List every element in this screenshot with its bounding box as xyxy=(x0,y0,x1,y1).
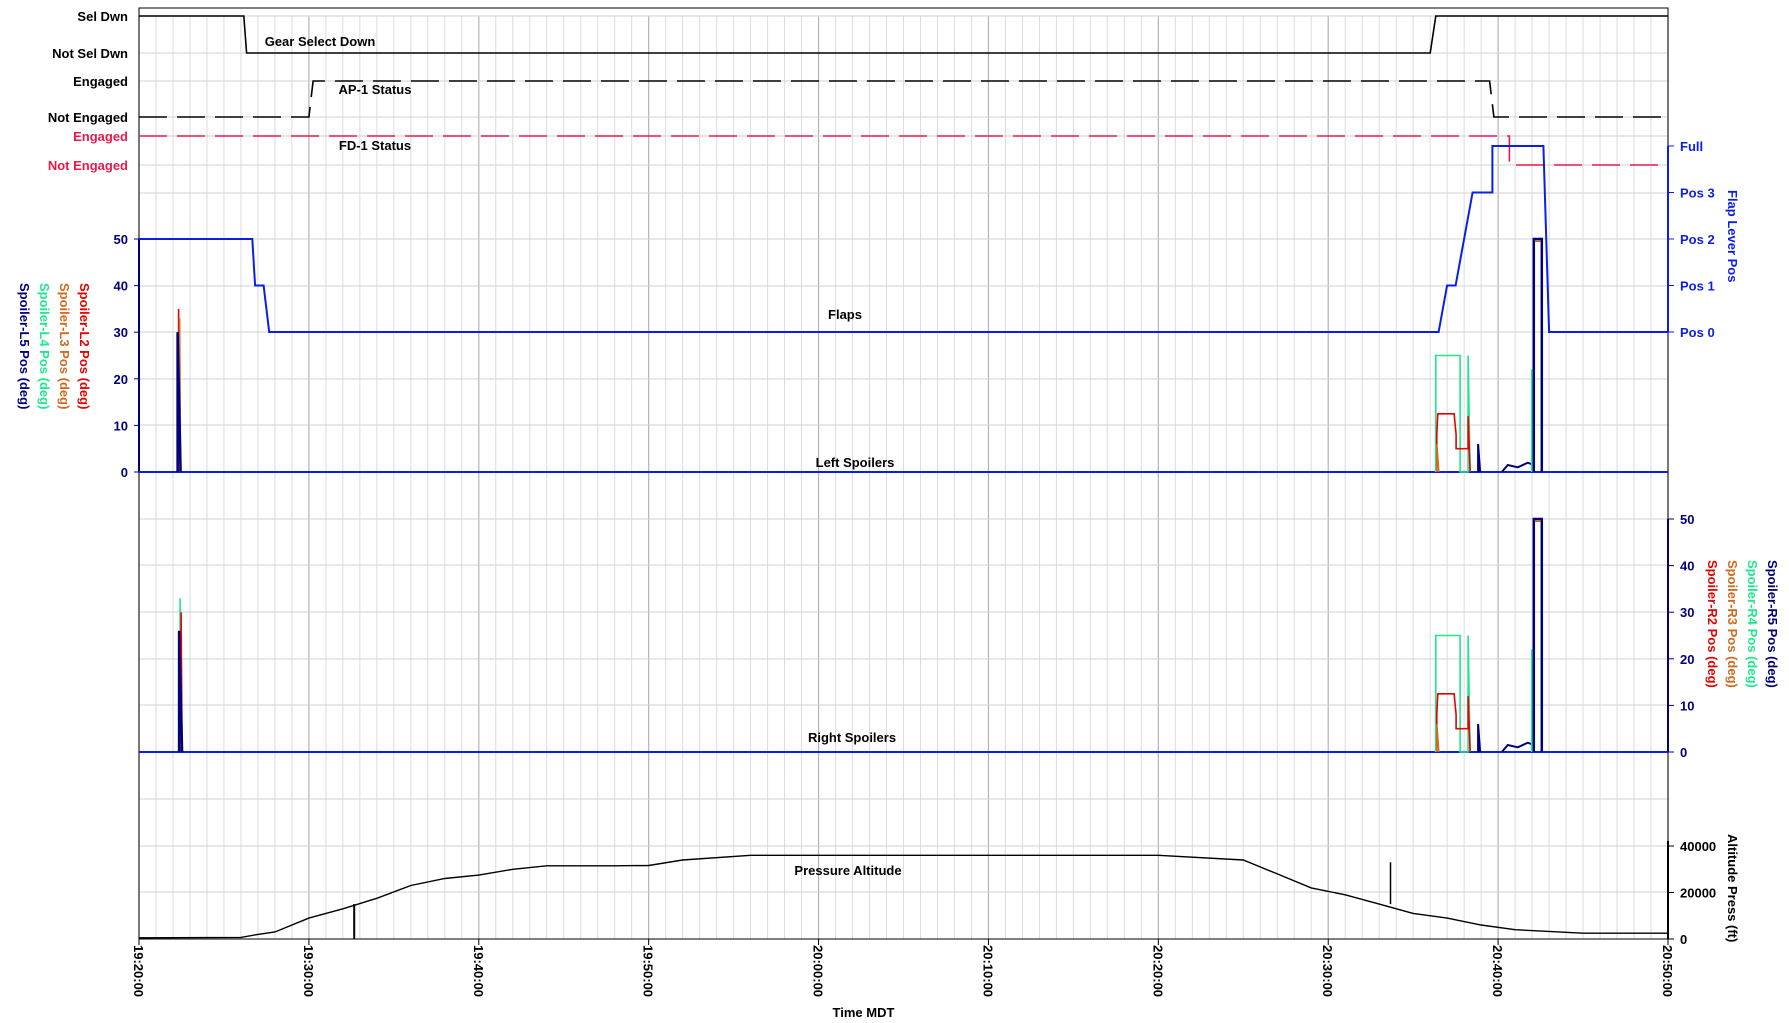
spoiler-right-rollout-noise xyxy=(1501,741,1535,753)
data-marks xyxy=(138,15,1668,939)
flaps-trace-label: Flaps xyxy=(828,307,862,322)
x-tick-label: 20:10:00 xyxy=(980,945,995,997)
left-spoiler-tick-label: 0 xyxy=(121,465,128,480)
ap-state-label: Engaged xyxy=(73,74,128,89)
right-spoiler-tick-label: 40 xyxy=(1680,559,1694,574)
x-tick-label: 19:40:00 xyxy=(471,945,486,997)
plot-frame xyxy=(138,7,1669,940)
fd-state-label: Engaged xyxy=(73,129,128,144)
left-spoilers-trace-label: Left Spoilers xyxy=(816,455,895,470)
spoiler-left-r2-block xyxy=(1436,412,1471,473)
gear-state-label: Sel Dwn xyxy=(77,9,128,24)
fd1-trace-label: FD-1 Status xyxy=(339,138,411,153)
spoiler-l5-takeoff-spike xyxy=(176,332,182,473)
x-tick-label: 19:30:00 xyxy=(301,945,316,997)
flap-lever-tick-label: Pos 3 xyxy=(1680,186,1715,201)
left-spoiler-tick-label: 30 xyxy=(114,325,128,340)
spoiler-right-ground-deploy xyxy=(1532,517,1544,752)
gear-state-label: Not Sel Dwn xyxy=(52,46,128,61)
left-spoiler-axis-title: Spoiler-L2 Pos (deg) xyxy=(77,283,92,409)
right-spoiler-axis-title: Spoiler-R5 Pos (deg) xyxy=(1765,560,1780,688)
x-tick-label: 19:20:00 xyxy=(131,945,146,997)
ap-state-label: Not Engaged xyxy=(48,110,128,125)
spoiler-right-small-spike xyxy=(1477,723,1482,753)
spoiler-right-descent-block xyxy=(1435,634,1471,753)
ap1-trace-label: AP-1 Status xyxy=(339,82,412,97)
spoiler-left-rollout-noise xyxy=(1501,461,1535,473)
pressure-altitude-line xyxy=(138,854,1668,939)
left-spoiler-axis-title: Spoiler-L3 Pos (deg) xyxy=(57,283,72,409)
right-spoiler-tick-label: 0 xyxy=(1680,745,1687,760)
x-tick-label: 20:40:00 xyxy=(1490,945,1505,997)
x-axis-title: Time MDT xyxy=(833,1005,895,1020)
x-tick-label: 20:20:00 xyxy=(1150,945,1165,997)
left-spoiler-axis-title: Spoiler-L4 Pos (deg) xyxy=(37,283,52,409)
left-spoiler-tick-label: 50 xyxy=(114,232,128,247)
right-spoiler-tick-label: 50 xyxy=(1680,512,1694,527)
altitude-axis-title: Altitude Press (ft) xyxy=(1725,834,1740,942)
gear-select-line xyxy=(139,15,1668,54)
left-spoiler-tick-label: 40 xyxy=(114,279,128,294)
x-tick-label: 19:50:00 xyxy=(641,945,656,997)
altitude-tick-label: 0 xyxy=(1680,932,1687,947)
flap-lever-axis-title: Flap Lever Pos xyxy=(1725,190,1740,282)
gear-trace-label: Gear Select Down xyxy=(265,34,376,49)
flap-lever-tick-label: Pos 1 xyxy=(1680,279,1715,294)
altitude-tick-label: 40000 xyxy=(1680,839,1716,854)
flap-lever-tick-label: Full xyxy=(1680,139,1703,154)
spoiler-right-r2-block xyxy=(1436,692,1471,753)
ap1-status-line xyxy=(139,80,1668,118)
left-spoiler-tick-label: 10 xyxy=(114,418,128,433)
spoiler-left-r3-block xyxy=(1436,443,1440,473)
flap-lever-line xyxy=(139,145,1668,333)
grid-lines xyxy=(138,15,1669,940)
x-tick-label: 20:30:00 xyxy=(1320,945,1335,997)
flap-lever-tick-label: Pos 0 xyxy=(1680,325,1715,340)
spoiler-left-descent-block xyxy=(1435,354,1471,473)
right-spoilers-trace-label: Right Spoilers xyxy=(808,730,896,745)
right-spoiler-axis-title: Spoiler-R4 Pos (deg) xyxy=(1745,560,1760,688)
fd-state-label: Not Engaged xyxy=(48,158,128,173)
fd1-status-line xyxy=(139,135,1668,166)
right-spoiler-axis-title: Spoiler-R2 Pos (deg) xyxy=(1705,560,1720,688)
altitude-trace-label: Pressure Altitude xyxy=(794,863,901,878)
spoiler-left-small-spike xyxy=(1477,443,1482,473)
spoiler-right-r3-block xyxy=(1436,723,1440,753)
right-spoiler-axis-title: Spoiler-R3 Pos (deg) xyxy=(1725,560,1740,688)
axis-labels: Sel Dwn Not Sel Dwn Engaged Not Engaged Enga… xyxy=(17,9,1780,1020)
right-spoiler-tick-label: 10 xyxy=(1680,698,1694,713)
right-spoiler-tick-label: 20 xyxy=(1680,652,1694,667)
x-tick-label: 20:50:00 xyxy=(1660,945,1675,997)
left-spoiler-axis-title: Spoiler-L5 Pos (deg) xyxy=(17,283,32,409)
axes xyxy=(134,7,1674,945)
spoiler-left-ground-deploy xyxy=(1532,237,1544,472)
altitude-tick-label: 20000 xyxy=(1680,886,1716,901)
x-tick-label: 20:00:00 xyxy=(811,945,826,997)
right-spoiler-tick-label: 30 xyxy=(1680,605,1694,620)
spoiler-r5-takeoff-spike xyxy=(177,630,184,753)
left-spoiler-tick-label: 20 xyxy=(114,372,128,387)
flap-lever-tick-label: Pos 2 xyxy=(1680,232,1715,247)
